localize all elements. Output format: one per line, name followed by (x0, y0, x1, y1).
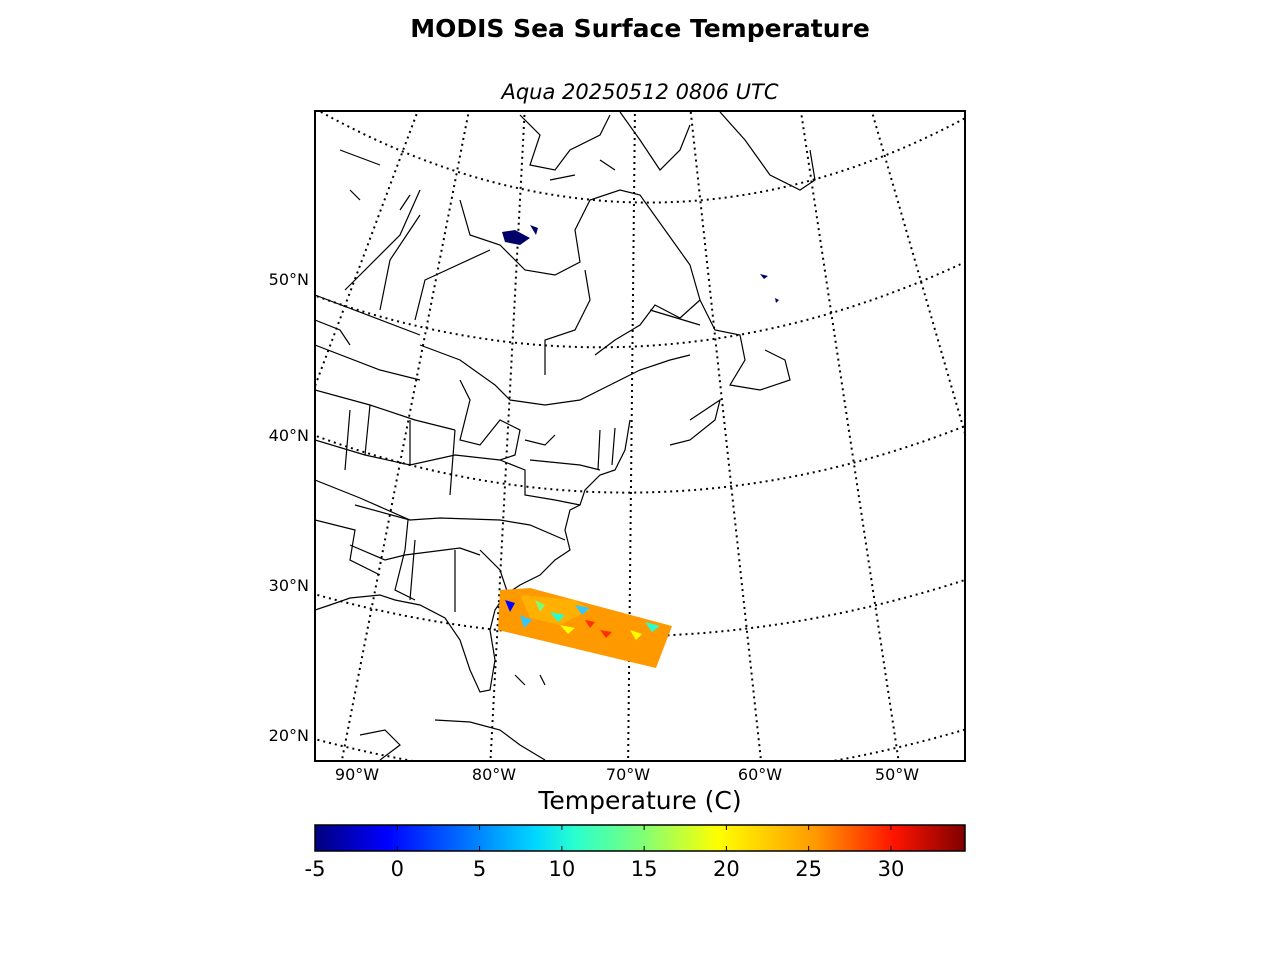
lat-label-20: 20°N (269, 726, 309, 745)
lat-label-30: 30°N (269, 576, 309, 595)
lat-label-50: 50°N (269, 270, 309, 289)
lon-label-60: 60°W (738, 765, 782, 784)
colorbar (314, 824, 966, 852)
lake-data-artifacts (502, 225, 779, 303)
lon-label-70: 70°W (606, 765, 650, 784)
colorbar-tick-label: 10 (548, 857, 575, 881)
sst-swath (498, 588, 672, 668)
coastlines (315, 111, 816, 761)
colorbar-tick-label: 15 (631, 857, 658, 881)
lon-label-90: 90°W (335, 765, 379, 784)
latitude-lines (315, 111, 965, 761)
map-frame (314, 110, 966, 762)
colorbar-tick-label: -5 (305, 857, 326, 881)
colorbar-tick-label: 5 (473, 857, 486, 881)
map-area (315, 111, 965, 761)
chart-subtitle: Aqua 20250512 0806 UTC (501, 80, 779, 104)
longitude-lines (315, 111, 965, 761)
lat-label-40: 40°N (269, 426, 309, 445)
colorbar-ticks: -5 0 5 10 15 20 25 30 (305, 825, 905, 881)
colorbar-tick-label: 25 (795, 857, 822, 881)
lon-label-80: 80°W (472, 765, 516, 784)
lon-label-50: 50°W (875, 765, 919, 784)
colorbar-label: Temperature (C) (538, 786, 742, 815)
colorbar-tick-label: 0 (391, 857, 404, 881)
colorbar-tick-label: 30 (878, 857, 905, 881)
chart-title: MODIS Sea Surface Temperature (410, 14, 870, 43)
colorbar-tick-label: 20 (713, 857, 740, 881)
